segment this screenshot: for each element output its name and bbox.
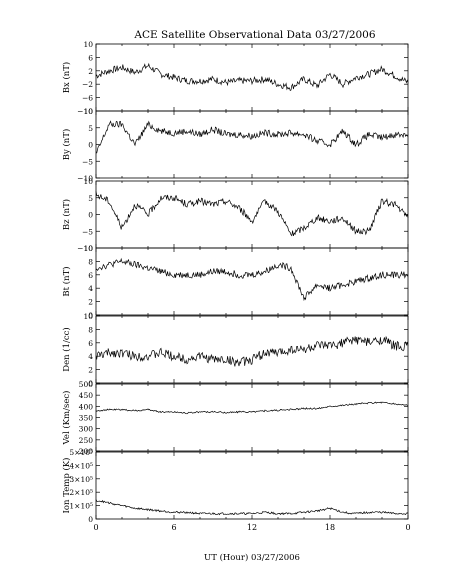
y-tick-label: 8: [88, 325, 93, 334]
panel-bt: 0 2 4 6 8 10 Bt (nT): [61, 244, 409, 320]
series-line: [95, 62, 409, 92]
y-tick-label: 2×10⁵: [69, 488, 93, 497]
series-line: [95, 335, 409, 367]
y-tick-label: 10: [83, 40, 93, 49]
y-tick-label: −10: [77, 244, 93, 253]
y-tick-label: 450: [79, 391, 94, 400]
x-tick-label: 12: [247, 523, 257, 532]
y-tick-label: 10: [83, 312, 93, 321]
series-line: [95, 120, 409, 154]
panel-by: −10 −5 0 5 10 By (nT): [61, 107, 409, 183]
panel-frame: [95, 383, 409, 452]
series-line: [95, 401, 409, 415]
panel-den: 0 2 4 6 8 10 Den (1/cc): [61, 312, 409, 388]
y-tick-label: −10: [77, 174, 93, 183]
y-tick-label: 200: [79, 447, 94, 456]
panel-bz: −10 −5 0 5 10 Bz (nT): [61, 177, 409, 253]
panel-frame: [95, 110, 409, 179]
y-tick-label: −6: [82, 94, 93, 103]
x-tick-label: 6: [171, 523, 176, 532]
y-tick-label: 3×10⁵: [69, 475, 93, 484]
panel-vel: 200 250 300 350 400 450 500 Vel (Km/sec): [61, 380, 409, 456]
y-axis-label: Vel (Km/sec): [61, 391, 72, 446]
panel-bx: −10 −6 −2 2 6 10 Bx (nT): [61, 40, 409, 116]
y-tick-label: 2: [88, 67, 93, 76]
x-tick-label: 18: [325, 523, 335, 532]
x-tick-label: 0: [405, 523, 410, 532]
panels-group: −10 −6 −2 2 6 10 Bx (nT) −10 −5 0 5 10 By (nT) −10 −5 0…: [61, 40, 409, 524]
y-tick-label: 300: [79, 425, 94, 434]
y-tick-label: 5: [88, 124, 93, 133]
panel-frame: [95, 180, 409, 249]
series-line: [95, 257, 409, 302]
y-tick-label: 4: [88, 352, 93, 361]
y-tick-label: 250: [79, 436, 94, 445]
y-tick-label: 0: [88, 379, 93, 388]
y-tick-label: 10: [83, 244, 93, 253]
x-axis-label: UT (Hour) 03/27/2006: [204, 552, 300, 563]
y-tick-label: 4: [88, 284, 93, 293]
y-tick-label: 5: [88, 194, 93, 203]
y-tick-label: 6: [88, 53, 93, 62]
y-axis-label: Bz (nT): [61, 199, 72, 230]
y-tick-label: 6: [88, 339, 93, 348]
y-tick-label: 0: [88, 141, 93, 150]
y-tick-label: 6: [88, 271, 93, 280]
y-tick-label: 5×10⁵: [69, 448, 93, 457]
y-tick-label: 2: [88, 366, 93, 375]
y-tick-label: 0: [88, 311, 93, 320]
y-tick-label: 1×10⁵: [69, 502, 93, 511]
y-tick-label: 10: [83, 107, 93, 116]
series-line: [95, 499, 409, 516]
y-tick-label: 4×10⁵: [69, 461, 93, 470]
y-tick-label: 0: [88, 211, 93, 220]
y-tick-label: 350: [79, 414, 94, 423]
y-tick-label: 8: [88, 257, 93, 266]
y-tick-label: 10: [83, 177, 93, 186]
x-tick-label: 0: [93, 523, 98, 532]
y-axis-label: Den (1/cc): [61, 327, 72, 371]
y-tick-label: −5: [82, 157, 93, 166]
y-axis-label: Ion Temp (K): [61, 458, 72, 514]
y-axis-label: Bt (nT): [61, 266, 72, 296]
y-tick-label: −10: [77, 107, 93, 116]
panel-frame: [95, 315, 409, 384]
y-tick-label: 0: [88, 515, 93, 524]
y-tick-label: −5: [82, 227, 93, 236]
y-tick-label: 400: [79, 402, 94, 411]
x-axis: 0 6 12 18 0: [93, 523, 410, 532]
series-line: [95, 191, 409, 237]
y-axis-label: Bx (nT): [61, 62, 72, 94]
y-tick-label: 500: [79, 380, 94, 389]
y-axis-label: By (nT): [61, 129, 72, 161]
chart-title: ACE Satellite Observational Data 03/27/2…: [133, 29, 375, 41]
y-tick-label: −2: [82, 80, 93, 89]
y-tick-label: 2: [88, 298, 93, 307]
